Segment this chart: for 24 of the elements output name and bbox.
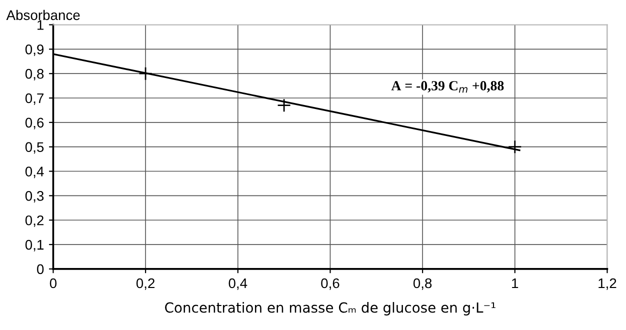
x-tick-label: 0,2: [136, 278, 154, 290]
y-tick-label: 0,6: [25, 118, 44, 130]
x-axis-title: Concentration en masse Cₘ de glucose en g·L⁻¹: [165, 302, 496, 316]
x-tick-label: 0,6: [321, 278, 340, 290]
y-tick-label: 0,9: [25, 44, 44, 56]
x-tick-label: 0,4: [228, 278, 248, 290]
annotation: A = -0,39 C$_{m}$ +0,88: [391, 81, 504, 93]
y-tick-label: 0,7: [25, 93, 44, 105]
x-tick-label: 0,8: [413, 278, 432, 290]
point: [508, 140, 522, 154]
y-tick-label: 0,8: [25, 68, 44, 80]
y-tick-label: 0: [37, 264, 44, 274]
y-tick-label: 0,1: [25, 240, 44, 252]
x-tick-label: 1: [512, 278, 518, 288]
point: [277, 98, 291, 112]
y-tick-label: 0,5: [25, 142, 44, 154]
y-tick-label: 0,2: [25, 215, 44, 227]
y-tick-label: 0,4: [25, 166, 44, 178]
x-tick-label: 0: [50, 278, 57, 288]
y-axis-title: Absorbance: [6, 10, 80, 20]
x-tick-label: 1,2: [598, 278, 616, 290]
y-tick-label: 1: [38, 20, 44, 30]
point: [138, 66, 152, 81]
y-tick-label: 0,3: [25, 191, 44, 202]
